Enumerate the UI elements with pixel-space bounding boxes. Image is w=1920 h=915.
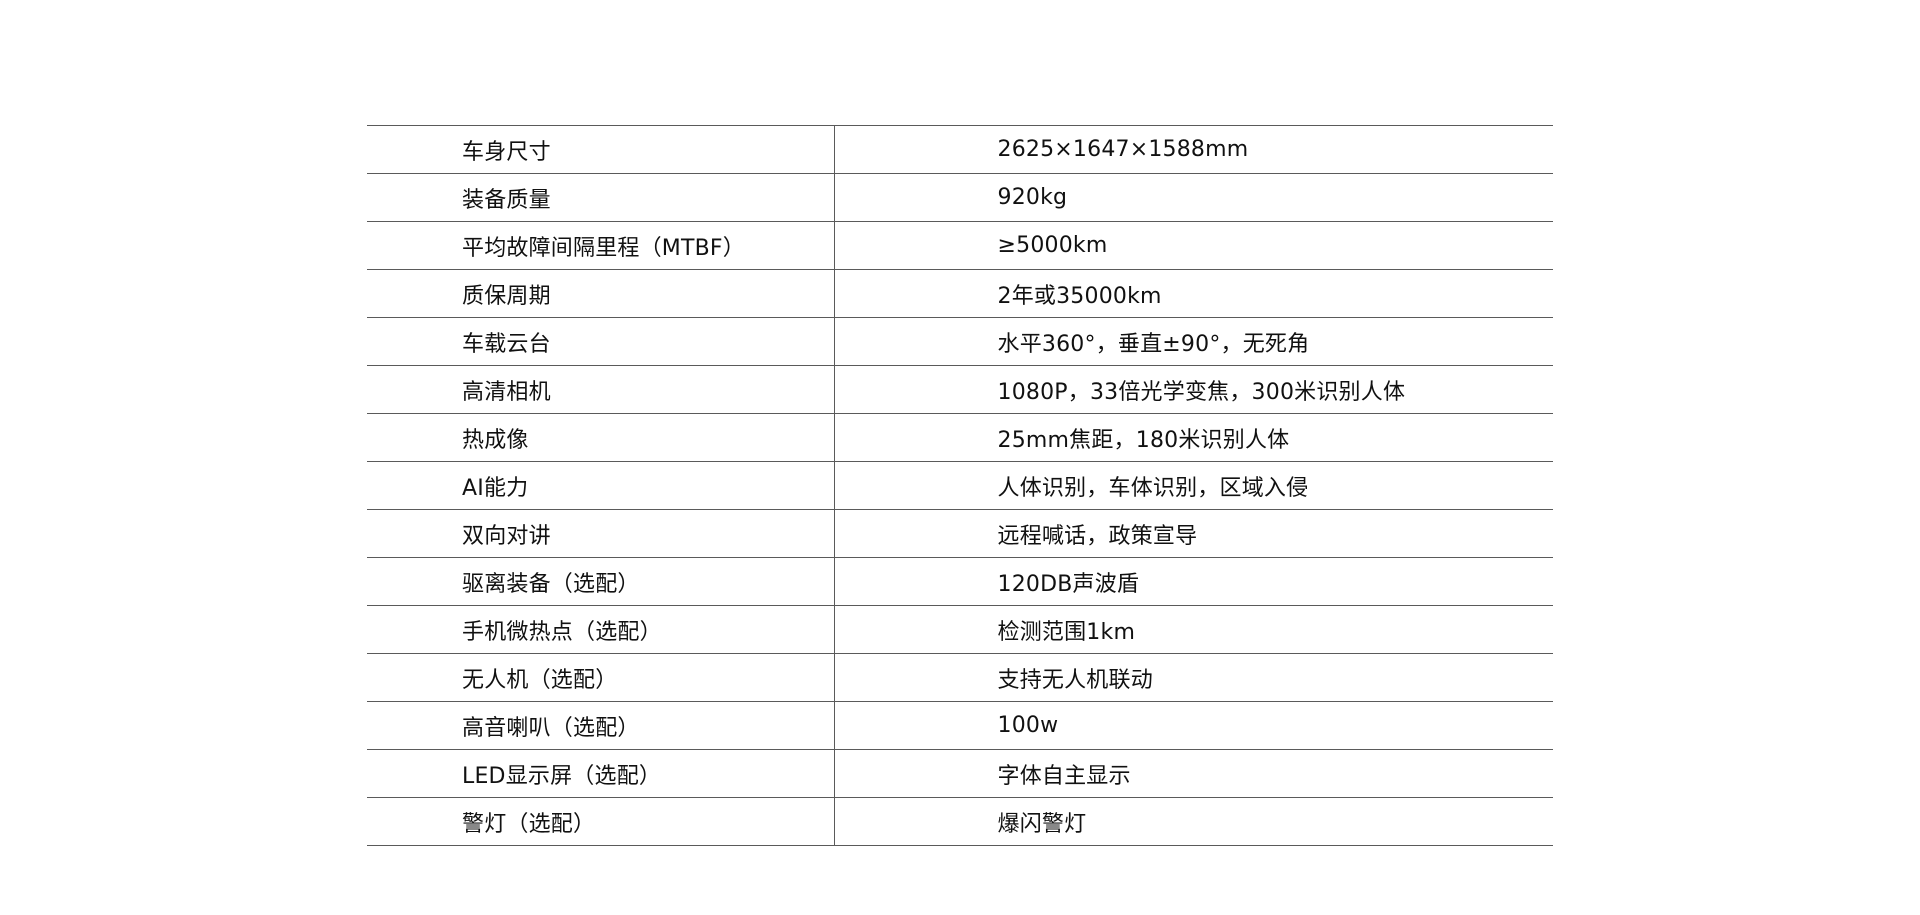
table-row: 车身尺寸 2625×1647×1588mm — [367, 125, 1553, 174]
spec-label: 驱离装备（选配） — [367, 557, 835, 606]
spec-value: 支持无人机联动 — [834, 653, 1553, 702]
spec-value: ≥5000km — [834, 221, 1553, 270]
spec-table: 车身尺寸 2625×1647×1588mm 装备质量 920kg 平均故障间隔里程（MT… — [367, 125, 1553, 846]
spec-label: 车身尺寸 — [367, 125, 835, 174]
spec-label: 车载云台 — [367, 317, 835, 366]
spec-value: 爆闪警灯 — [834, 797, 1553, 846]
spec-value: 920kg — [834, 173, 1553, 222]
spec-value: 1080P，33倍光学变焦，300米识别人体 — [834, 365, 1553, 414]
table-row: 高清相机 1080P，33倍光学变焦，300米识别人体 — [367, 365, 1553, 414]
spec-label: 平均故障间隔里程（MTBF） — [367, 221, 835, 270]
table-row: 热成像 25mm焦距，180米识别人体 — [367, 413, 1553, 462]
spec-label: 无人机（选配） — [367, 653, 835, 702]
spec-label: 高清相机 — [367, 365, 835, 414]
spec-table-body: 车身尺寸 2625×1647×1588mm 装备质量 920kg 平均故障间隔里程（MT… — [367, 125, 1553, 846]
table-row: 质保周期 2年或35000km — [367, 269, 1553, 318]
spec-label: 双向对讲 — [367, 509, 835, 558]
spec-label: 警灯（选配） — [367, 797, 835, 846]
table-row: LED显示屏（选配） 字体自主显示 — [367, 749, 1553, 798]
spec-label: 手机微热点（选配） — [367, 605, 835, 654]
spec-value: 2625×1647×1588mm — [834, 125, 1553, 174]
spec-value: 25mm焦距，180米识别人体 — [834, 413, 1553, 462]
table-row: 驱离装备（选配） 120DB声波盾 — [367, 557, 1553, 606]
spec-value: 水平360°，垂直±90°，无死角 — [834, 317, 1553, 366]
spec-label: 热成像 — [367, 413, 835, 462]
spec-label: 质保周期 — [367, 269, 835, 318]
table-row: 平均故障间隔里程（MTBF） ≥5000km — [367, 221, 1553, 270]
table-row: 装备质量 920kg — [367, 173, 1553, 222]
spec-value: 2年或35000km — [834, 269, 1553, 318]
spec-value: 120DB声波盾 — [834, 557, 1553, 606]
table-row: 高音喇叭（选配） 100w — [367, 701, 1553, 750]
spec-label: 装备质量 — [367, 173, 835, 222]
spec-value: 远程喊话，政策宣导 — [834, 509, 1553, 558]
spec-label: LED显示屏（选配） — [367, 749, 835, 798]
table-row: 双向对讲 远程喊话，政策宣导 — [367, 509, 1553, 558]
table-row: 警灯（选配） 爆闪警灯 — [367, 797, 1553, 846]
spec-value: 检测范围1km — [834, 605, 1553, 654]
spec-value: 人体识别，车体识别，区域入侵 — [834, 461, 1553, 510]
spec-value: 100w — [834, 701, 1553, 750]
table-row: 手机微热点（选配） 检测范围1km — [367, 605, 1553, 654]
spec-value: 字体自主显示 — [834, 749, 1553, 798]
table-row: AI能力 人体识别，车体识别，区域入侵 — [367, 461, 1553, 510]
spec-label: 高音喇叭（选配） — [367, 701, 835, 750]
table-row: 车载云台 水平360°，垂直±90°，无死角 — [367, 317, 1553, 366]
table-row: 无人机（选配） 支持无人机联动 — [367, 653, 1553, 702]
spec-label: AI能力 — [367, 461, 835, 510]
